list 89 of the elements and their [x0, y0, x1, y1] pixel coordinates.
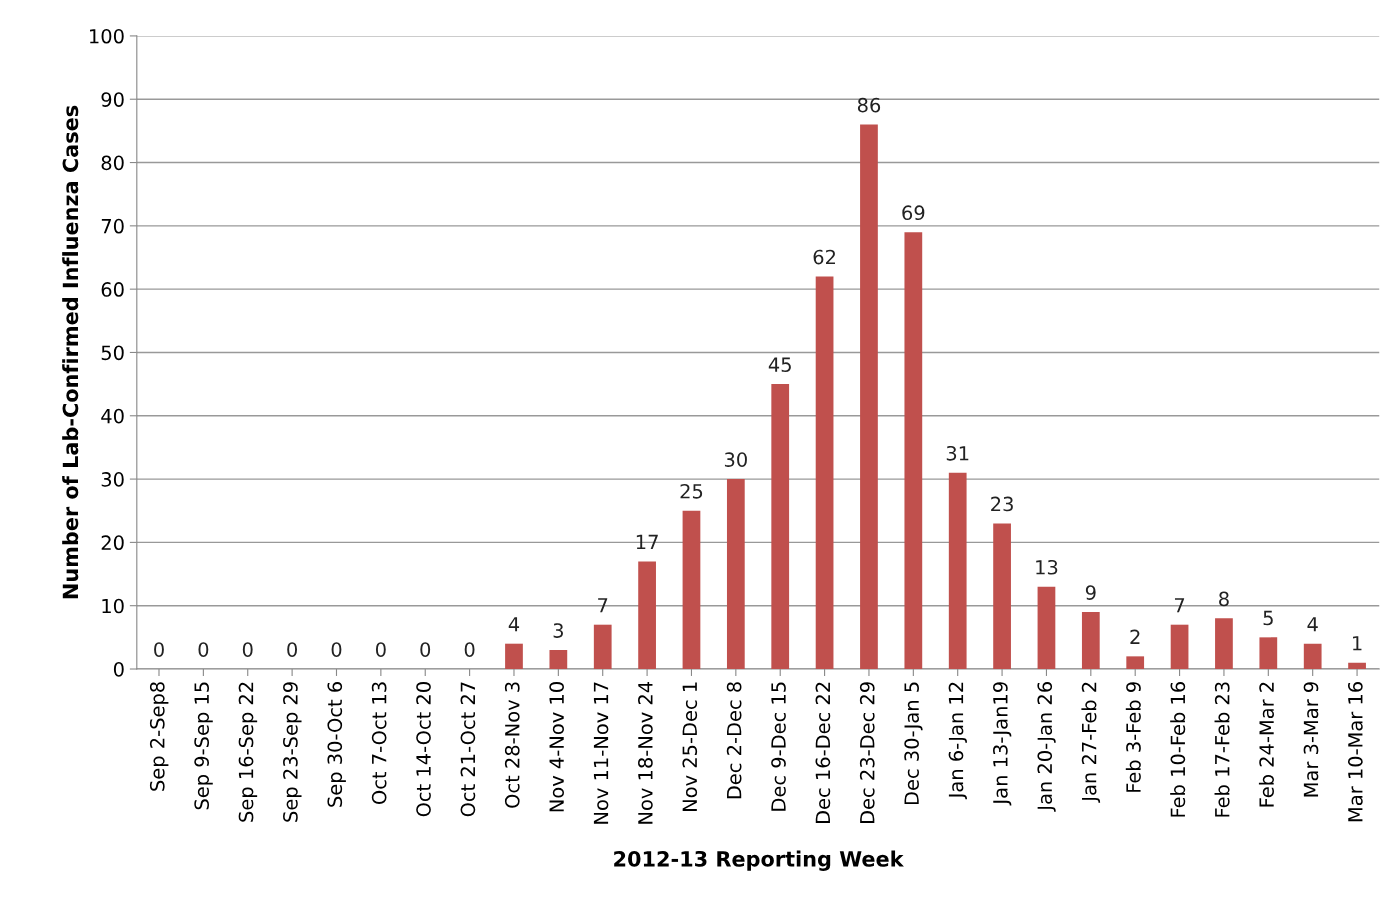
data-label: 0: [464, 642, 475, 657]
x-tick-label: Feb 17-Feb 23: [1214, 682, 1230, 817]
x-tick-label: Nov 11-Nov 17: [593, 682, 609, 824]
data-label: 0: [242, 642, 253, 657]
data-label: 13: [1036, 559, 1058, 575]
data-label: 17: [636, 534, 658, 550]
data-label: 7: [1174, 598, 1185, 613]
data-label: 9: [1085, 585, 1096, 600]
data-label: 0: [198, 642, 209, 657]
x-tick-label: Feb 10-Feb 16: [1170, 682, 1186, 817]
y-tick-label: 30: [101, 472, 124, 487]
x-tick-label: Sep 30-Oct 6: [327, 682, 346, 807]
data-label: 4: [508, 617, 520, 632]
data-label: 25: [680, 483, 703, 499]
x-tick-label: Jan 27-Feb 2: [1081, 682, 1101, 803]
bar: [1348, 662, 1366, 670]
x-tick-label: Feb 3-Feb 9: [1125, 682, 1141, 792]
data-label: 3: [553, 623, 563, 638]
y-axis-title: Number of Lab-Confirmed Influenza Cases: [62, 105, 79, 599]
bar: [771, 384, 790, 670]
data-label: 86: [857, 97, 881, 113]
x-tick-label: Nov 4-Nov 10: [549, 682, 564, 812]
x-tick-label: Feb 24-Mar 2: [1258, 682, 1274, 807]
data-label: 62: [813, 249, 836, 265]
bar: [1037, 586, 1056, 670]
y-tick-label: 100: [90, 28, 124, 44]
y-tick-label: 90: [101, 92, 124, 107]
data-label: 5: [1263, 610, 1273, 626]
x-tick-label: Sep 2-Sep8: [149, 682, 169, 791]
bar: [593, 624, 612, 670]
data-label: 0: [375, 642, 386, 657]
x-axis-title: 2012-13 Reporting Week: [614, 850, 904, 871]
data-label: 4: [1307, 617, 1318, 632]
x-tick-label: Sep 9-Sep 15: [194, 682, 213, 810]
bar: [549, 650, 568, 670]
x-tick-label: Dec 30-Jan 5: [904, 682, 923, 805]
x-tick-label: Mar 10-Mar 16: [1348, 682, 1363, 822]
x-tick-label: Dec 16-Dec 22: [815, 682, 831, 824]
bar: [1081, 612, 1100, 670]
y-tick-label: 0: [113, 661, 124, 677]
x-tick-label: Oct 21-Oct 27: [460, 682, 476, 817]
bar: [993, 523, 1011, 670]
y-tick-label: 50: [101, 345, 124, 361]
data-label: 0: [154, 642, 164, 657]
x-tick-label: Oct 14-Oct 20: [416, 682, 431, 817]
data-label: 0: [420, 642, 431, 657]
y-tick-label: 10: [102, 598, 124, 614]
data-label: 23: [991, 496, 1013, 512]
x-tick-label: Mar 3-Mar 9: [1303, 682, 1319, 797]
x-tick-label: Jan 20-Jan 26: [1037, 682, 1056, 812]
x-tick-label: Sep 23-Sep 29: [283, 682, 302, 822]
data-label: 2: [1130, 629, 1140, 644]
bar: [815, 276, 834, 670]
bar: [682, 510, 701, 670]
data-label: 69: [902, 205, 925, 221]
x-tick-label: Dec 23-Dec 29: [859, 682, 875, 824]
data-label: 7: [598, 598, 608, 613]
bar: [860, 124, 878, 670]
y-tick-label: 70: [101, 218, 124, 234]
x-tick-label: Oct 28-Nov 3: [504, 682, 520, 808]
x-tick-label: Jan 6-Jan 12: [948, 682, 967, 800]
x-tick-label: Oct 7-Oct 13: [371, 682, 387, 804]
y-tick-label: 60: [101, 282, 124, 297]
data-label: 1: [1353, 636, 1362, 651]
data-label: 8: [1219, 591, 1229, 607]
bar: [1170, 624, 1189, 670]
data-label: 31: [946, 445, 969, 461]
bar: [638, 561, 656, 670]
y-tick-label: 80: [101, 155, 124, 171]
x-tick-label: Nov 25-Dec 1: [682, 682, 698, 811]
y-tick-label: 40: [101, 408, 124, 424]
data-label: 0: [287, 642, 298, 657]
bar: [726, 479, 745, 670]
x-tick-label: Nov 18-Nov 24: [638, 681, 653, 824]
bar: [904, 232, 923, 670]
x-tick-label: Dec 2-Dec 8: [726, 682, 742, 799]
x-tick-label: Jan 13-Jan19: [993, 682, 1012, 806]
bar: [1303, 643, 1322, 670]
y-tick-label: 20: [101, 535, 124, 551]
x-tick-label: Dec 9-Dec 15: [771, 682, 786, 811]
bar: [948, 472, 967, 670]
bar: [1215, 618, 1233, 670]
bar: [1259, 637, 1278, 670]
bar: [1126, 656, 1145, 670]
data-label: 45: [768, 357, 791, 373]
data-label: 30: [724, 452, 747, 467]
x-tick-label: Sep 16-Sep 22: [238, 682, 258, 822]
data-label: 0: [331, 642, 342, 657]
bar: [505, 643, 523, 670]
